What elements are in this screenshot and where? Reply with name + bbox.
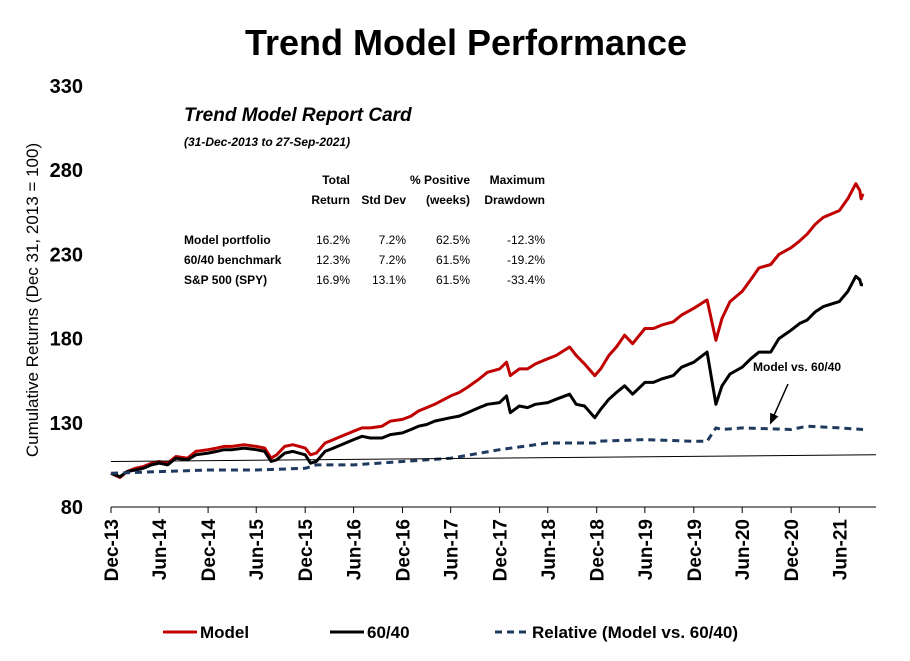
x-tick-label: Jun-19 <box>636 519 657 580</box>
y-tick-label: 330 <box>50 76 83 98</box>
report-card-cell: 61.5% <box>436 273 470 287</box>
annotation-arrowhead <box>769 412 779 425</box>
x-tick-label: Dec-20 <box>782 519 803 581</box>
report-card-subtitle: (31-Dec-2013 to 27-Sep-2021) <box>184 135 350 149</box>
report-card-title: Trend Model Report Card <box>184 105 412 126</box>
chart-title: Trend Model Performance <box>245 22 687 63</box>
report-card-cell: 7.2% <box>379 253 407 267</box>
y-axis: 80 130 180 230 280 330 <box>50 76 83 519</box>
legend-label: Model <box>200 623 249 642</box>
report-card-cell: 61.5% <box>436 253 470 267</box>
report-card-cell: 16.2% <box>316 233 350 247</box>
x-tick-label: Jun-14 <box>150 519 171 581</box>
report-card-cell: 62.5% <box>436 233 470 247</box>
report-card-table: Total % Positive Maximum Return Std Dev (week… <box>184 173 545 287</box>
x-tick-label: Jun-20 <box>733 519 754 580</box>
report-card-cell: 13.1% <box>372 273 406 287</box>
report-card-cell: -33.4% <box>507 273 545 287</box>
x-tick-label: Jun-16 <box>345 519 366 580</box>
x-tick-label: Dec-16 <box>394 519 415 581</box>
y-tick-label: 80 <box>61 497 83 519</box>
report-card-cell: 16.9% <box>316 273 350 287</box>
legend: Model 60/40 Relative (Model vs. 60/40) <box>163 623 738 642</box>
report-card-cell: 12.3% <box>316 253 350 267</box>
x-tick-label: Jun-21 <box>830 519 851 581</box>
series-line-6040 <box>110 274 863 479</box>
report-card: Trend Model Report Card (31-Dec-2013 to … <box>184 105 545 287</box>
x-axis: Dec-13 Jun-14 Dec-14 Jun-15 Dec-15 Jun-16 Dec-… <box>102 506 876 582</box>
x-tick-label: Dec-14 <box>199 519 220 582</box>
report-card-header: (weeks) <box>426 193 470 207</box>
y-axis-label: Cumulative Returns (Dec 31, 2013 = 100) <box>23 143 42 457</box>
x-tick-label: Jun-15 <box>247 519 268 581</box>
report-card-header: Maximum <box>490 173 545 187</box>
trend-line <box>110 454 877 462</box>
x-tick-label: Jun-18 <box>539 519 560 580</box>
report-card-header: Total <box>322 173 350 187</box>
legend-label: 60/40 <box>367 623 410 642</box>
report-card-row-label: Model portfolio <box>184 233 271 247</box>
x-tick-label: Dec-17 <box>491 519 512 581</box>
report-card-row-label: 60/40 benchmark <box>184 253 282 267</box>
report-card-cell: -19.2% <box>507 253 545 267</box>
x-tick-label: Dec-13 <box>102 519 123 581</box>
x-tick-label: Dec-18 <box>588 519 609 581</box>
report-card-cell: 7.2% <box>379 233 407 247</box>
report-card-header: Return <box>311 193 350 207</box>
x-tick-label: Jun-17 <box>442 519 463 580</box>
y-tick-label: 280 <box>50 160 83 182</box>
report-card-cell: -12.3% <box>507 233 545 247</box>
report-card-header: Std Dev <box>361 193 406 207</box>
report-card-header: Drawdown <box>484 193 545 207</box>
y-tick-label: 230 <box>50 244 83 266</box>
x-tick-label: Dec-15 <box>296 519 317 582</box>
report-card-row-label: S&P 500 (SPY) <box>184 273 267 287</box>
report-card-header: % Positive <box>410 173 470 187</box>
x-tick-label: Dec-19 <box>685 519 706 581</box>
annotation-text: Model vs. 60/40 <box>753 360 841 374</box>
series-line-model <box>110 182 865 479</box>
annotation: Model vs. 60/40 <box>753 360 841 425</box>
series-group <box>110 182 877 479</box>
y-tick-label: 180 <box>50 329 83 351</box>
series-line-relative <box>110 424 864 475</box>
legend-label: Relative (Model vs. 60/40) <box>532 623 738 642</box>
y-tick-label: 130 <box>50 413 83 435</box>
